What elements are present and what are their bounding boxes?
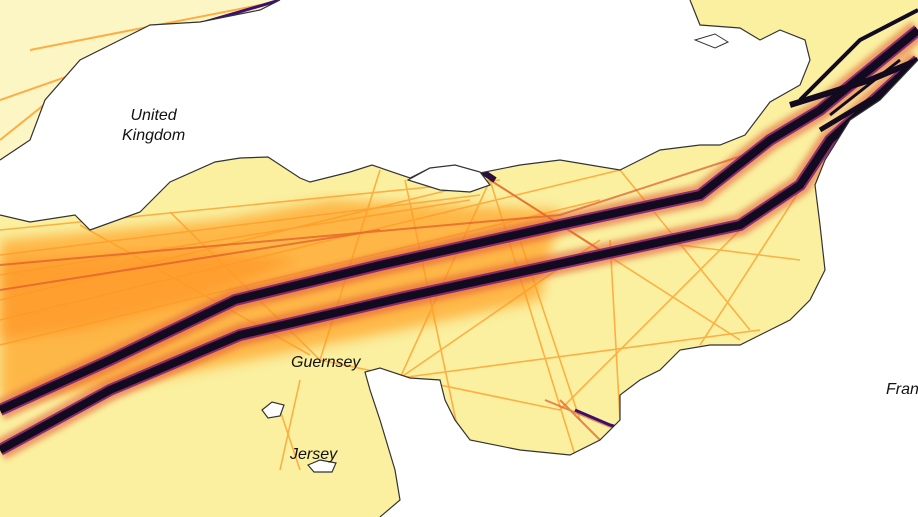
north-sea-strip (0, 0, 280, 160)
label-jersey: Jersey (290, 446, 338, 463)
label-guernsey: Guernsey (291, 354, 361, 371)
jersey-island (307, 459, 337, 473)
label-france: Fran (886, 381, 918, 398)
guernsey-island (261, 401, 285, 419)
label-united-kingdom: United Kingdom (122, 107, 186, 144)
shipping-density-layer (0, 0, 918, 471)
density-haze-west-inner (0, 250, 300, 340)
isle-of-thanet (693, 33, 730, 49)
shipping-lane-southbound (0, 57, 918, 454)
shipping-lane-northbound (0, 26, 918, 414)
isle-of-wight (406, 164, 491, 193)
